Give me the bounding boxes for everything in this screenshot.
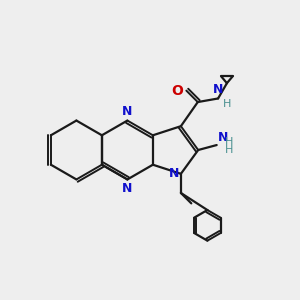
Text: N: N (213, 83, 223, 96)
Text: H: H (225, 145, 233, 155)
Text: N: N (122, 182, 133, 195)
Text: N: N (122, 105, 133, 118)
Text: N: N (169, 167, 179, 180)
Text: H: H (223, 99, 231, 109)
Text: O: O (172, 84, 183, 98)
Text: N: N (218, 130, 228, 144)
Text: H: H (225, 136, 233, 146)
